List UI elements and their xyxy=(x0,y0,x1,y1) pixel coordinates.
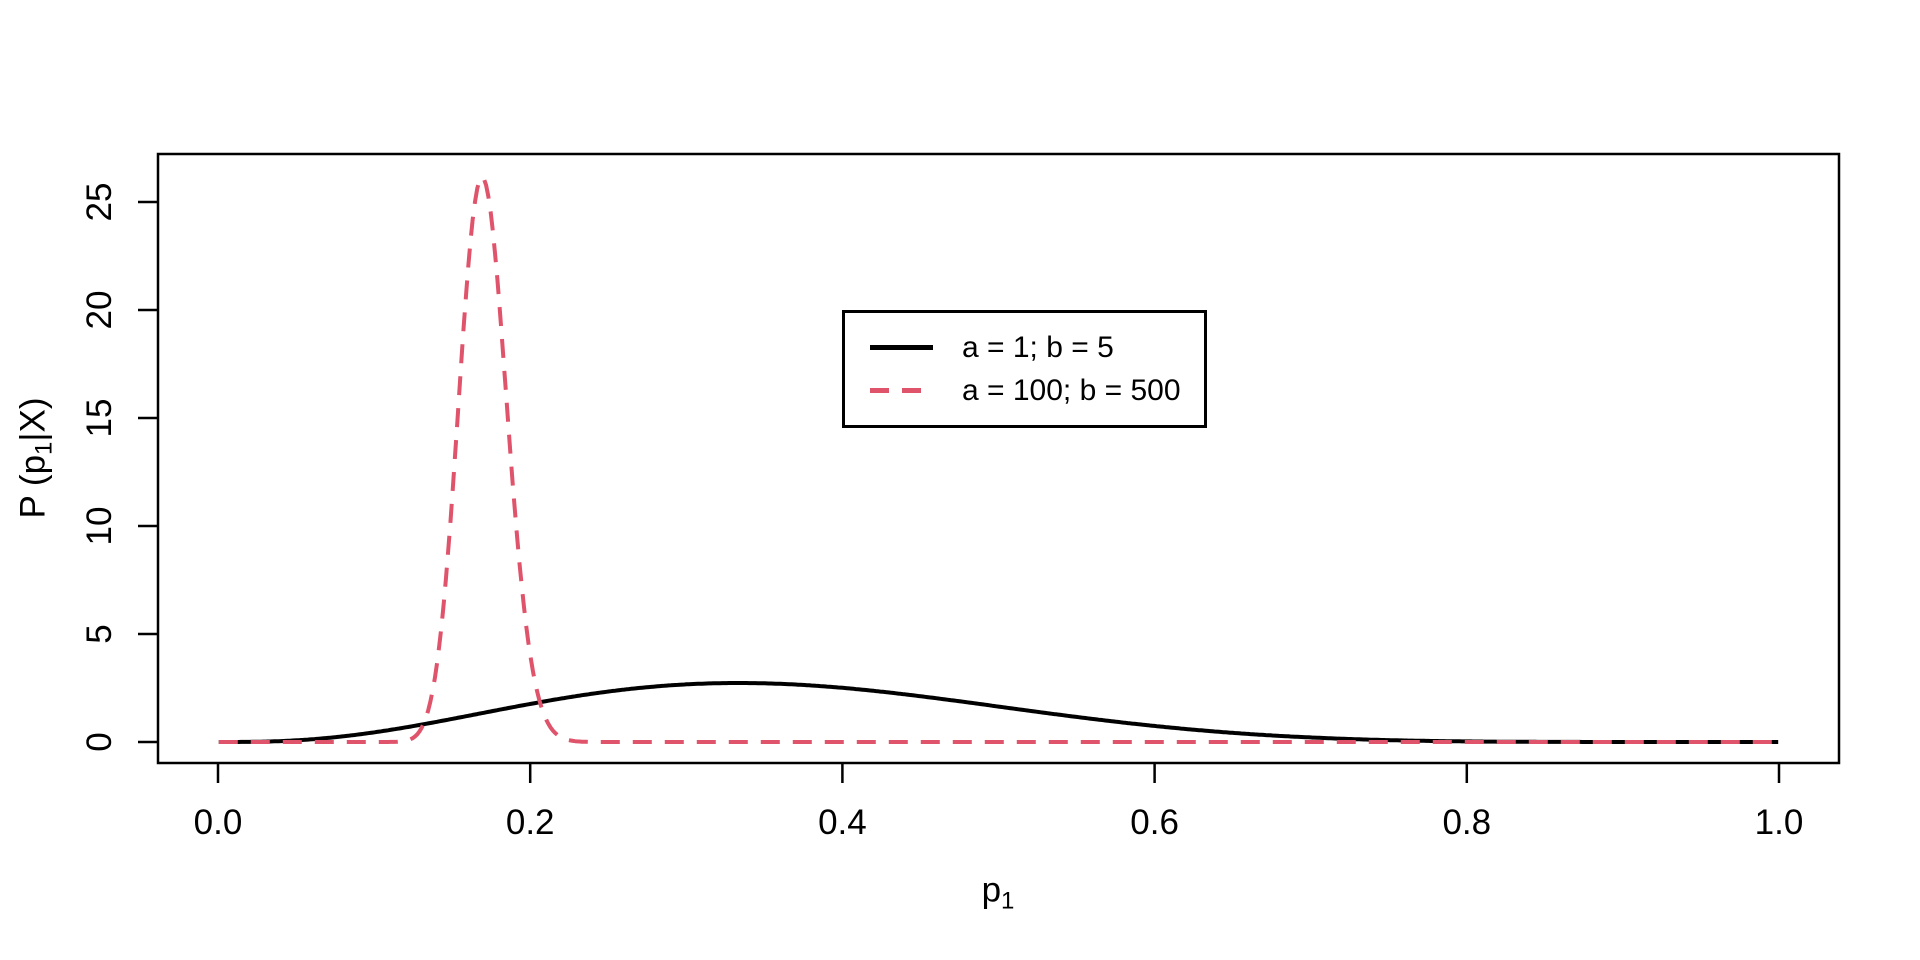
series-curve-0 xyxy=(218,681,1779,744)
legend-line-sample-solid xyxy=(870,345,933,350)
y-axis-ticks xyxy=(138,200,158,744)
x-tick-label: 0.8 xyxy=(1442,803,1492,842)
y-axis-label-pre: P (p xyxy=(13,454,53,519)
x-axis-label-subscript: 1 xyxy=(1001,887,1015,915)
legend-row-1: a = 100; b = 500 xyxy=(845,373,1204,409)
y-tick-label: 15 xyxy=(80,398,119,438)
x-tick-label: 0.0 xyxy=(193,803,243,842)
data-curves xyxy=(218,175,1779,744)
x-tick-label: 1.0 xyxy=(1754,803,1804,842)
x-tick-label: 0.6 xyxy=(1130,803,1179,842)
x-tick-label: 0.2 xyxy=(505,803,555,842)
y-axis-label-subscript: 1 xyxy=(30,441,58,455)
legend-row-0: a = 1; b = 5 xyxy=(845,330,1204,366)
plot-border xyxy=(156,152,1841,765)
y-tick-label: 25 xyxy=(80,182,119,222)
y-axis-label: P (p1|X) xyxy=(14,397,59,518)
series-curve-1 xyxy=(218,175,1779,744)
x-tick-label: 0.4 xyxy=(818,803,867,842)
x-axis-label: p1 xyxy=(982,871,1015,916)
y-tick-label: 5 xyxy=(80,624,119,644)
y-axis-label-post: |X) xyxy=(13,397,53,442)
x-axis-label-main: p xyxy=(981,870,1002,910)
legend-label: a = 1; b = 5 xyxy=(962,330,1114,364)
legend-line-sample-dashed xyxy=(870,388,933,393)
y-tick-label: 10 xyxy=(80,506,119,546)
legend: a = 1; b = 5 a = 100; b = 500 xyxy=(842,310,1207,428)
y-tick-label: 0 xyxy=(80,732,119,752)
legend-label: a = 100; b = 500 xyxy=(962,373,1181,407)
y-tick-label: 20 xyxy=(80,290,119,330)
x-axis-ticks xyxy=(216,763,1781,783)
